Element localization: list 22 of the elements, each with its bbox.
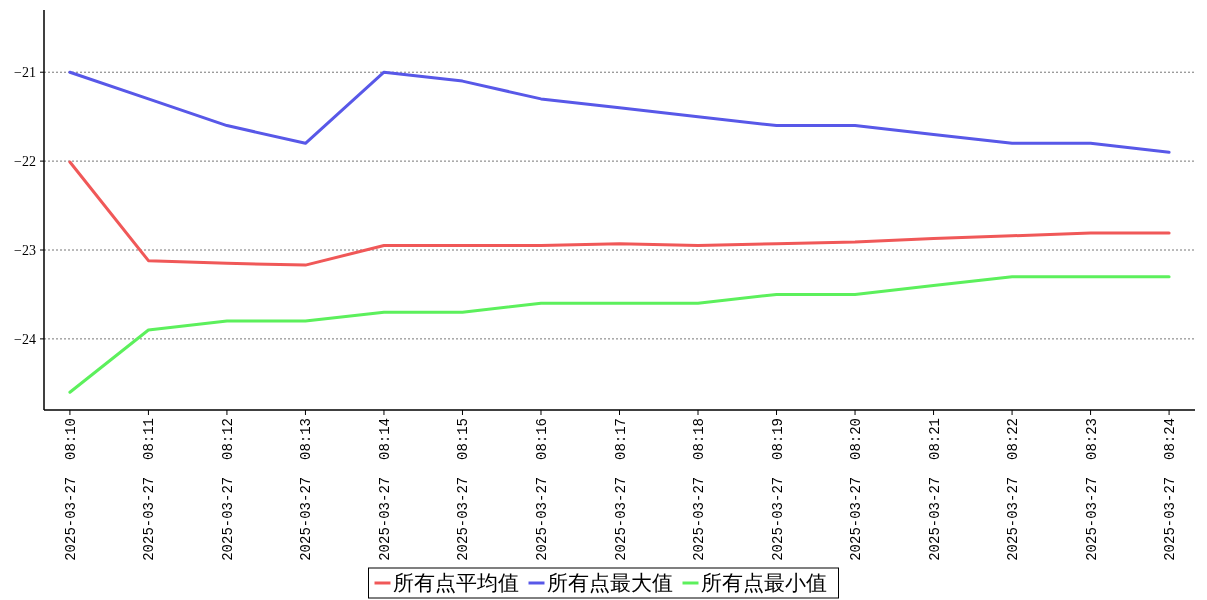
- legend-label: 所有点最小值: [700, 571, 827, 595]
- y-tick-label: −23: [14, 243, 36, 258]
- x-tick-label: 2025-03-27 08:21: [926, 418, 943, 561]
- x-tick-label: 2025-03-27 08:17: [612, 418, 629, 561]
- x-tick-label: 2025-03-27 08:14: [376, 418, 393, 561]
- x-tick-label: 2025-03-27 08:12: [219, 418, 236, 561]
- x-tick-label: 2025-03-27 08:20: [848, 418, 865, 561]
- x-tick-label: 2025-03-27 08:15: [455, 418, 472, 561]
- x-tick-label: 2025-03-27 08:10: [62, 418, 79, 561]
- y-tick-label: −21: [14, 65, 36, 81]
- x-tick-label: 2025-03-27 08:13: [298, 418, 315, 561]
- x-tick-label: 2025-03-27 08:16: [533, 418, 550, 561]
- legend-label: 所有点平均值: [392, 571, 519, 595]
- x-tick-label: 2025-03-27 08:22: [1005, 418, 1022, 561]
- legend-label: 所有点最大值: [546, 571, 673, 595]
- y-tick-label: −22: [14, 154, 36, 170]
- x-tick-label: 2025-03-27 08:11: [141, 418, 158, 561]
- x-tick-label: 2025-03-27 08:18: [691, 418, 708, 561]
- x-tick-label: 2025-03-27 08:23: [1083, 418, 1100, 561]
- x-tick-label: 2025-03-27 08:24: [1162, 418, 1179, 561]
- y-tick-label: −24: [14, 331, 36, 347]
- x-tick-label: 2025-03-27 08:19: [769, 418, 786, 561]
